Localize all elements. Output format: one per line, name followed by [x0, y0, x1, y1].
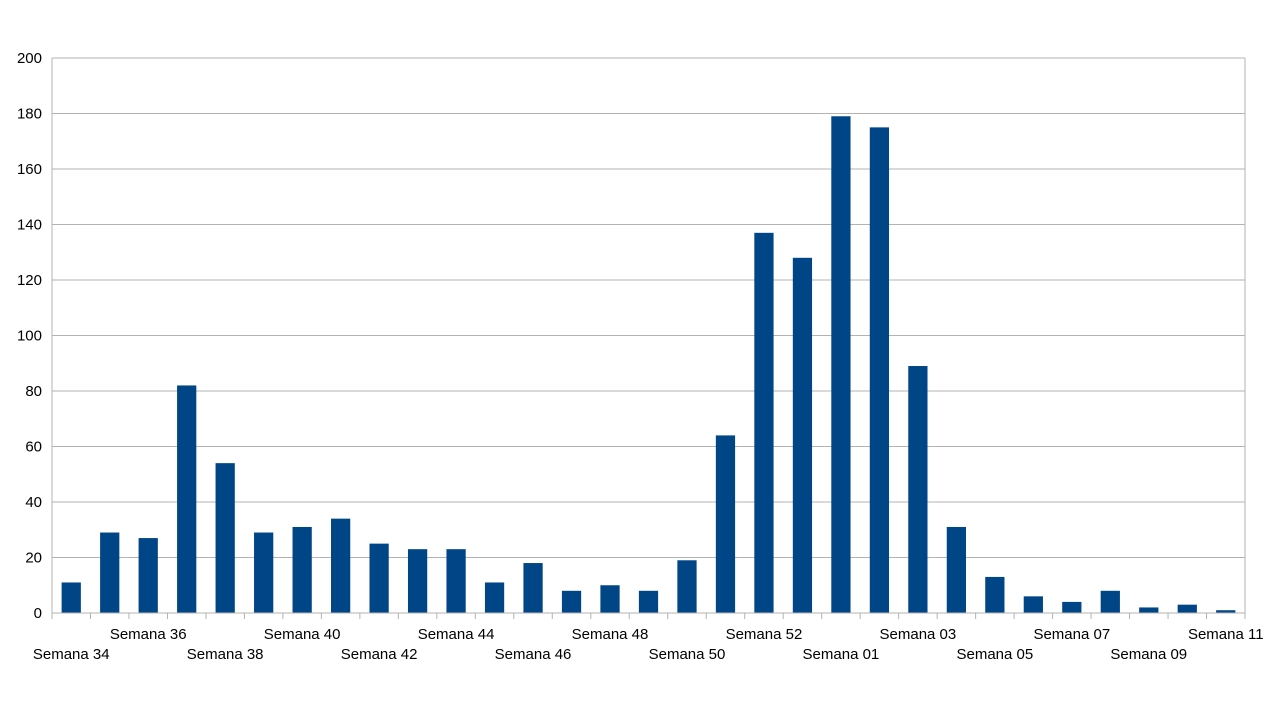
x-tick-label: Semana 01: [803, 646, 880, 663]
x-tick-label: Semana 03: [880, 626, 957, 643]
y-tick-label: 160: [17, 161, 42, 178]
bar: [792, 257, 813, 613]
bar: [292, 526, 312, 613]
bar: [1062, 601, 1082, 613]
y-tick-label: 0: [34, 605, 42, 622]
x-tick-label: Semana 05: [956, 646, 1033, 663]
bar: [561, 590, 582, 613]
gridlines: [52, 57, 1245, 614]
bars: [61, 116, 1236, 614]
bar: [1177, 604, 1197, 613]
bar: [1139, 607, 1159, 613]
y-tick-label: 200: [17, 50, 42, 67]
bar: [523, 563, 543, 613]
bar: [869, 127, 890, 613]
x-tick-label: Semana 40: [264, 626, 341, 643]
x-tick-label: Semana 42: [341, 646, 418, 663]
bar: [1100, 590, 1120, 613]
x-tick-label: Semana 48: [572, 626, 649, 643]
x-tick-label: Semana 44: [418, 626, 495, 643]
y-tick-label: 60: [25, 439, 42, 456]
x-tick-label: Semana 09: [1110, 646, 1187, 663]
x-tick-label: Semana 50: [649, 646, 726, 663]
bar: [407, 549, 428, 613]
bar: [177, 385, 197, 613]
bar: [100, 532, 120, 613]
bar: [331, 518, 351, 613]
bar: [484, 582, 505, 613]
y-tick-label: 180: [17, 106, 42, 123]
bar: [715, 435, 736, 613]
bar: [638, 590, 659, 613]
x-tick-label: Semana 34: [33, 646, 110, 663]
y-tick-label: 20: [25, 550, 42, 567]
x-tick-label: Semana 11: [1188, 626, 1264, 643]
bar: [254, 532, 274, 613]
bar: [600, 585, 620, 613]
bar: [831, 116, 851, 614]
x-tick-label: Semana 38: [187, 646, 264, 663]
axes: [51, 58, 1246, 619]
y-tick-label: 140: [17, 217, 42, 234]
bar: [138, 538, 158, 613]
x-tick-label: Semana 36: [110, 626, 187, 643]
y-tick-label: 120: [17, 272, 42, 289]
bar: [215, 463, 235, 613]
bar: [369, 543, 389, 613]
y-tick-label: 40: [25, 494, 42, 511]
y-tick-label: 80: [25, 383, 42, 400]
bar: [61, 582, 81, 613]
bar: [1216, 610, 1236, 613]
bar: [908, 366, 928, 613]
bar: [754, 232, 774, 613]
x-tick-label: Semana 52: [726, 626, 803, 643]
bar: [985, 576, 1005, 613]
y-tick-labels: 0 20 40 60 80 100 120 140 160 180 200: [17, 50, 42, 622]
bar: [446, 549, 466, 613]
bar: [677, 560, 697, 613]
bar: [1023, 596, 1043, 613]
bar: [946, 526, 966, 613]
x-tick-label: Semana 07: [1033, 626, 1110, 643]
x-tick-label: Semana 46: [495, 646, 572, 663]
y-tick-label: 100: [17, 328, 42, 345]
